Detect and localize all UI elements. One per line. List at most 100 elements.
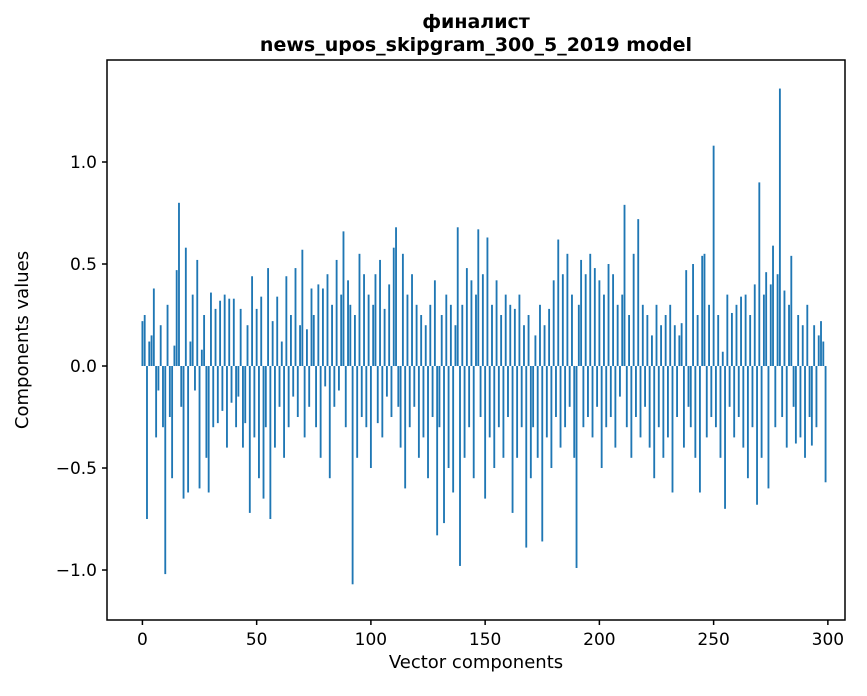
bar bbox=[274, 366, 276, 448]
bar bbox=[662, 366, 665, 458]
bar bbox=[365, 366, 368, 428]
bar bbox=[148, 341, 151, 367]
bar bbox=[356, 366, 359, 458]
bar bbox=[294, 268, 297, 367]
bar bbox=[484, 366, 487, 499]
bar bbox=[669, 304, 672, 367]
bar bbox=[162, 366, 164, 428]
bar bbox=[175, 270, 178, 367]
bar bbox=[692, 264, 694, 367]
bar bbox=[776, 274, 779, 367]
bar bbox=[150, 335, 153, 367]
bar bbox=[705, 366, 708, 438]
bar bbox=[740, 296, 742, 367]
bar bbox=[395, 227, 397, 367]
bar bbox=[587, 366, 589, 418]
bar bbox=[621, 294, 624, 367]
bar bbox=[463, 366, 466, 458]
bar bbox=[475, 294, 477, 367]
bar bbox=[264, 366, 267, 428]
bar bbox=[657, 366, 660, 428]
bar bbox=[210, 292, 212, 367]
bar bbox=[200, 349, 203, 367]
bar bbox=[328, 366, 331, 479]
bar bbox=[408, 366, 411, 428]
bar bbox=[335, 259, 338, 367]
bar bbox=[221, 366, 224, 411]
bar bbox=[159, 325, 162, 367]
bar bbox=[488, 366, 491, 438]
bar bbox=[737, 366, 740, 418]
bar bbox=[596, 366, 599, 407]
bar bbox=[353, 315, 356, 367]
bar bbox=[141, 321, 144, 367]
bar bbox=[456, 227, 459, 367]
bar bbox=[778, 88, 781, 367]
x-tick-label: 250 bbox=[697, 630, 729, 650]
bar bbox=[637, 219, 640, 367]
bar bbox=[746, 366, 749, 479]
bar bbox=[678, 335, 681, 367]
bar bbox=[479, 366, 482, 418]
bar bbox=[529, 366, 532, 479]
bar bbox=[808, 366, 811, 418]
bar bbox=[194, 366, 196, 391]
bar bbox=[575, 366, 578, 568]
bar bbox=[196, 259, 199, 367]
bar bbox=[173, 345, 176, 367]
bar bbox=[625, 366, 628, 428]
bar bbox=[372, 304, 375, 367]
bar bbox=[584, 274, 587, 367]
bar bbox=[493, 366, 496, 469]
bar bbox=[566, 253, 569, 367]
bar bbox=[815, 366, 818, 428]
bar bbox=[363, 274, 365, 367]
bar bbox=[721, 351, 724, 367]
bar bbox=[461, 304, 464, 367]
bar bbox=[507, 366, 509, 418]
bar bbox=[614, 366, 617, 448]
bar bbox=[326, 274, 329, 367]
bar bbox=[349, 304, 352, 367]
bar bbox=[299, 325, 301, 367]
y-tick-label: 0.0 bbox=[70, 357, 97, 377]
bar bbox=[246, 325, 249, 367]
bar bbox=[146, 366, 148, 520]
bar bbox=[804, 366, 806, 458]
bar bbox=[687, 366, 690, 407]
bar bbox=[648, 366, 651, 448]
x-tick-label: 150 bbox=[469, 630, 501, 650]
bar bbox=[548, 308, 551, 367]
bar bbox=[822, 341, 825, 367]
bar bbox=[772, 245, 774, 367]
bar bbox=[258, 366, 260, 479]
bar bbox=[744, 294, 747, 367]
bar bbox=[589, 253, 592, 367]
bar bbox=[472, 366, 475, 479]
bar bbox=[296, 366, 299, 418]
bar bbox=[609, 366, 612, 418]
bar bbox=[413, 366, 416, 407]
bar bbox=[774, 366, 777, 428]
bar bbox=[555, 366, 557, 418]
bar bbox=[465, 268, 468, 367]
bar bbox=[232, 298, 235, 367]
bar bbox=[824, 366, 827, 483]
bar bbox=[767, 366, 770, 489]
bar bbox=[571, 294, 573, 367]
bar bbox=[166, 304, 169, 367]
x-tick-label: 50 bbox=[246, 630, 268, 650]
bar bbox=[440, 315, 443, 367]
bar bbox=[239, 308, 242, 367]
bar bbox=[237, 366, 240, 397]
bar bbox=[379, 259, 381, 367]
bar bbox=[552, 280, 555, 367]
bar bbox=[703, 253, 706, 367]
bar bbox=[539, 304, 541, 367]
bar bbox=[676, 366, 678, 418]
bar bbox=[788, 304, 790, 367]
chart-title-line2: news_upos_skipgram_300_5_2019 model bbox=[260, 34, 692, 56]
bar bbox=[682, 366, 685, 448]
bar bbox=[310, 288, 313, 367]
